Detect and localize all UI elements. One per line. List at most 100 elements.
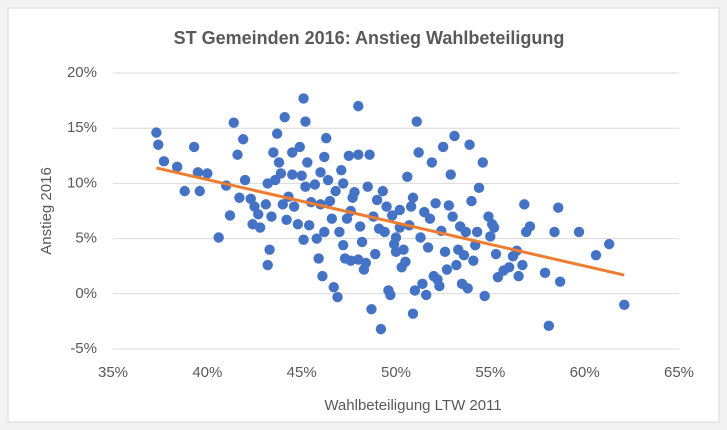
point: [513, 270, 524, 282]
y-tick-label: 5%: [75, 230, 97, 247]
point: [590, 249, 602, 261]
point: [458, 249, 470, 261]
point: [471, 226, 483, 238]
point: [460, 226, 472, 238]
point: [504, 262, 515, 273]
point: [294, 141, 305, 153]
x-tick-label: 35%: [98, 364, 128, 381]
point: [447, 211, 458, 222]
point: [317, 270, 328, 282]
point: [302, 157, 313, 168]
point: [153, 139, 164, 150]
point: [549, 226, 560, 238]
point: [343, 150, 355, 161]
point: [524, 221, 536, 232]
point: [254, 222, 266, 233]
point: [407, 192, 419, 203]
point: [328, 281, 339, 293]
point: [451, 259, 462, 271]
point: [337, 178, 349, 189]
x-tick-label: 40%: [192, 364, 222, 381]
point: [349, 187, 360, 198]
point: [573, 226, 585, 238]
point: [554, 276, 566, 287]
y-tick-label: -5%: [70, 340, 97, 357]
point: [434, 280, 445, 292]
point: [619, 299, 630, 311]
point: [298, 234, 309, 245]
point: [394, 204, 405, 216]
point: [354, 221, 366, 232]
point: [224, 210, 236, 221]
point: [330, 185, 341, 197]
point: [371, 194, 383, 206]
point: [324, 195, 336, 207]
point: [477, 157, 488, 168]
point: [405, 201, 417, 212]
point: [315, 167, 326, 178]
point: [426, 157, 438, 168]
point: [337, 240, 349, 251]
point: [417, 278, 428, 290]
point: [488, 222, 500, 233]
point: [171, 161, 183, 173]
y-tick-label: 10%: [67, 174, 97, 191]
point: [264, 244, 275, 255]
point: [266, 211, 277, 222]
point: [400, 256, 411, 267]
point: [468, 255, 479, 266]
point: [213, 232, 224, 243]
point: [370, 248, 381, 260]
point: [202, 168, 213, 179]
point: [279, 111, 290, 123]
point: [313, 253, 324, 264]
point: [441, 264, 453, 275]
point: [245, 193, 256, 205]
point: [603, 238, 615, 250]
point: [553, 202, 564, 213]
point: [275, 168, 287, 179]
point: [409, 285, 421, 296]
y-tick-label: 15%: [67, 119, 97, 136]
x-axis-title: Wahlbeteiligung LTW 2011: [324, 397, 501, 414]
x-tick-label: 65%: [664, 364, 694, 381]
point: [445, 169, 456, 180]
point: [292, 219, 304, 230]
point: [464, 139, 475, 150]
y-axis-title: Anstieg 2016: [38, 167, 55, 255]
point: [188, 141, 200, 153]
point: [249, 201, 260, 212]
point: [268, 147, 279, 158]
point: [398, 244, 409, 255]
point: [309, 179, 321, 190]
point: [437, 141, 449, 153]
point: [179, 185, 190, 197]
point: [151, 127, 162, 138]
point: [332, 291, 343, 303]
point: [319, 151, 330, 163]
point: [158, 156, 170, 167]
point: [288, 201, 300, 212]
point: [260, 199, 272, 210]
point: [326, 213, 338, 224]
point: [387, 210, 398, 221]
point: [362, 181, 373, 192]
point: [298, 93, 309, 104]
point: [407, 308, 419, 319]
point: [485, 231, 496, 242]
point: [341, 213, 353, 224]
point: [287, 147, 298, 158]
point: [462, 283, 473, 294]
point: [375, 323, 387, 335]
point: [271, 128, 283, 139]
point: [381, 201, 392, 212]
point: [490, 248, 502, 260]
point: [273, 157, 285, 168]
point: [519, 199, 530, 210]
point: [232, 149, 243, 160]
point: [253, 209, 264, 220]
point: [379, 226, 390, 238]
point: [192, 167, 204, 178]
point: [281, 214, 292, 226]
